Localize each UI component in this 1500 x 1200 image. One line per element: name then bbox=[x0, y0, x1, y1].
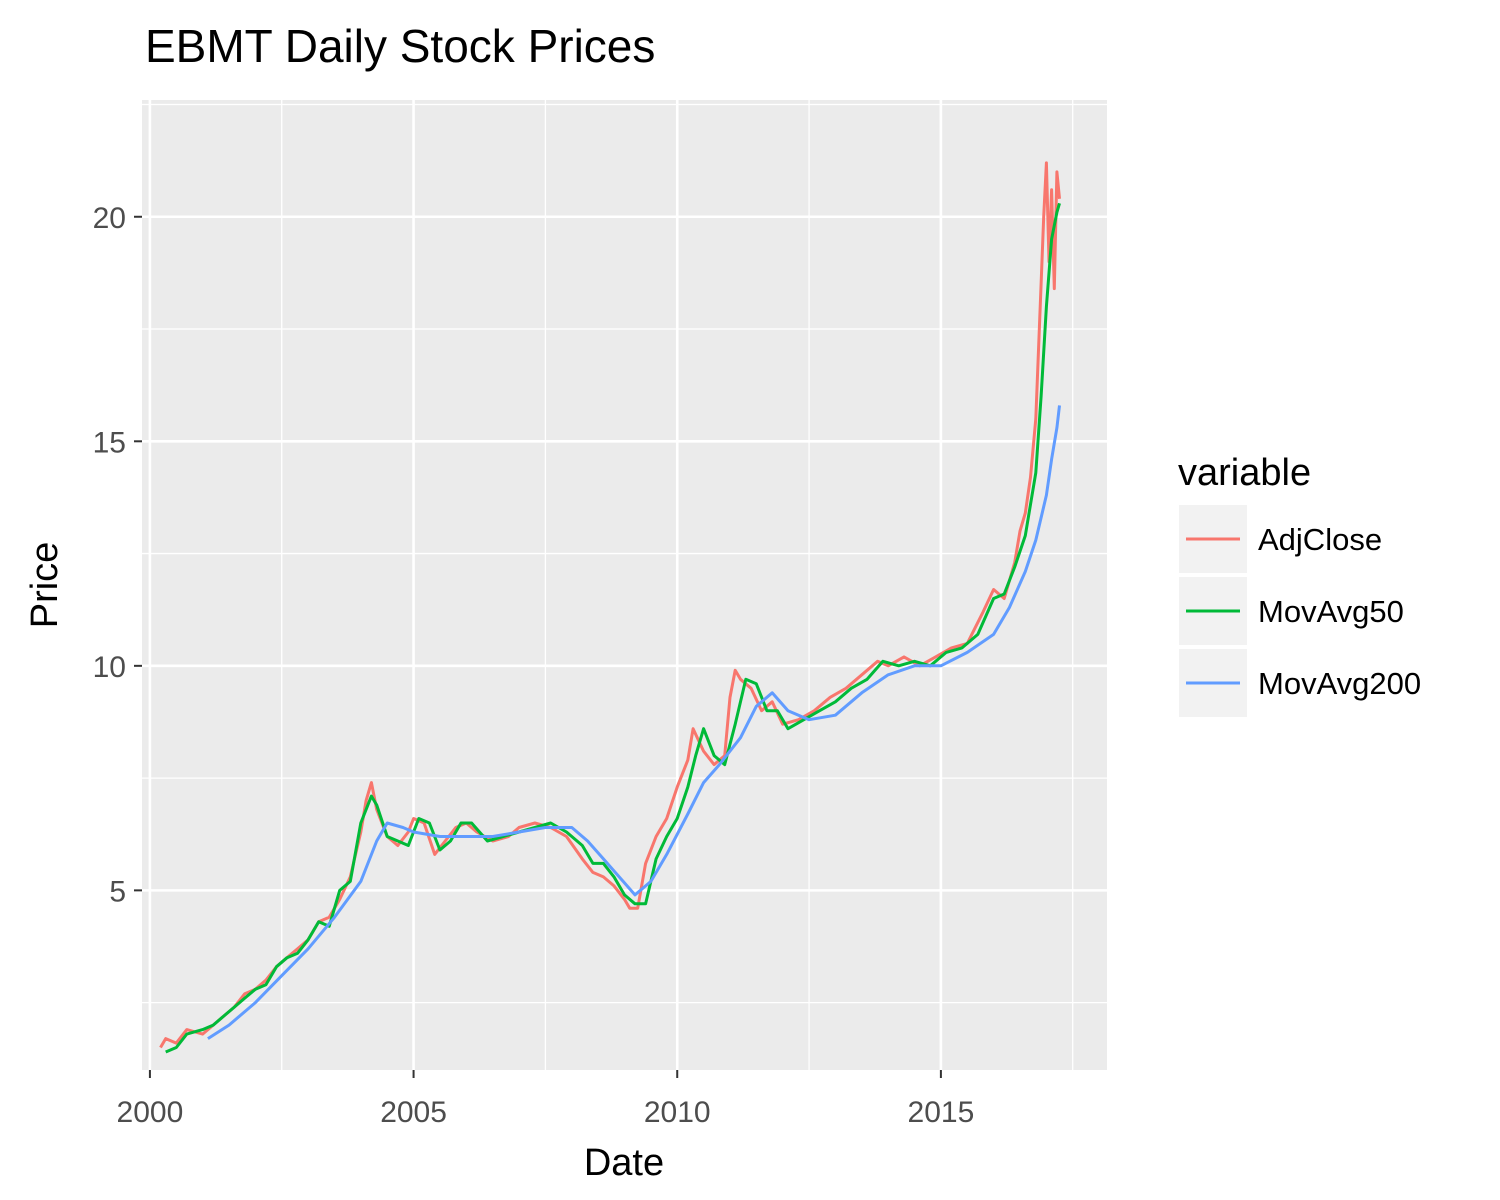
legend-title: variable bbox=[1178, 452, 1311, 494]
legend-label-movavg200: MovAvg200 bbox=[1258, 666, 1421, 701]
legend-items: AdjClose MovAvg50 MovAvg200 bbox=[1179, 505, 1421, 717]
grid-lines bbox=[142, 100, 1107, 1070]
y-tick-label: 20 bbox=[93, 202, 126, 235]
x-tick-label: 2010 bbox=[644, 1096, 711, 1129]
legend-label-movavg50: MovAvg50 bbox=[1258, 594, 1404, 629]
x-tick-label: 2015 bbox=[908, 1096, 975, 1129]
x-tick-label: 2005 bbox=[380, 1096, 447, 1129]
y-axis-ticks: 5 10 15 20 bbox=[93, 202, 142, 908]
y-axis-title: Price bbox=[24, 542, 66, 629]
series-lines bbox=[159, 161, 1061, 1054]
y-tick-label: 15 bbox=[93, 426, 126, 459]
x-axis-title: Date bbox=[584, 1142, 664, 1184]
y-tick-label: 10 bbox=[93, 651, 126, 684]
plot-panel bbox=[142, 100, 1107, 1070]
legend: variable AdjClose MovAvg50 MovAvg200 bbox=[1178, 452, 1421, 717]
x-tick-label: 2000 bbox=[117, 1096, 184, 1129]
y-tick-label: 5 bbox=[109, 875, 126, 908]
series-line-movavg200 bbox=[207, 405, 1061, 1040]
legend-label-adjclose: AdjClose bbox=[1258, 522, 1382, 557]
x-axis-ticks: 2000 2005 2010 2015 bbox=[117, 1070, 975, 1129]
chart-title: EBMT Daily Stock Prices bbox=[145, 20, 655, 72]
